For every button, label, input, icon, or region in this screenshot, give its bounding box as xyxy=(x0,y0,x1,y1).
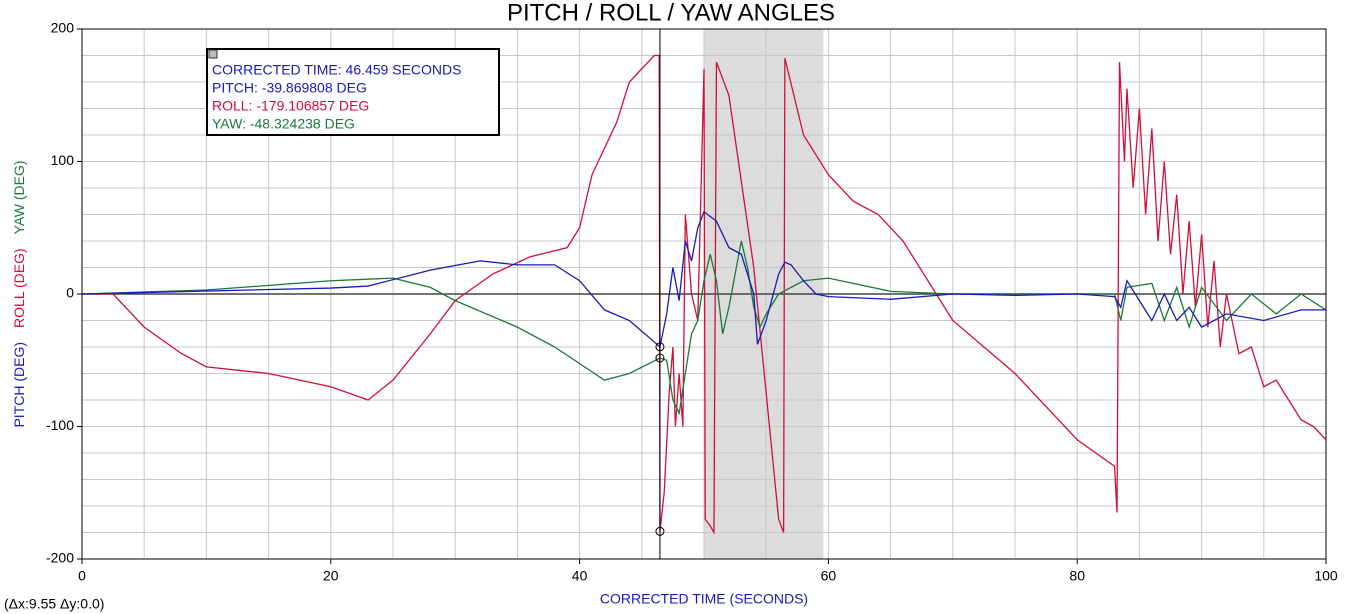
y-axis-label-part: PITCH (DEG) xyxy=(11,342,27,428)
x-tick-label: 40 xyxy=(572,568,588,584)
series-line xyxy=(81,240,1327,416)
x-tick-label: 60 xyxy=(821,568,837,584)
y-axis-label: PITCH (DEG) ROLL (DEG) YAW (DEG) xyxy=(11,160,27,427)
tooltip-line: CORRECTED TIME: 46.459 SECONDS xyxy=(212,62,461,78)
y-axis-label-part: ROLL (DEG) xyxy=(11,248,27,328)
x-tick-label: 20 xyxy=(323,568,339,584)
x-tick-label: 80 xyxy=(1069,568,1085,584)
delta-label: (Δx:9.55 Δy:0.0) xyxy=(4,596,104,612)
tooltip-line: ROLL: -179.106857 DEG xyxy=(212,98,369,114)
x-tick-label: 100 xyxy=(1314,568,1338,584)
tooltip-line: YAW: -48.324238 DEG xyxy=(212,116,355,132)
y-tick-label: 100 xyxy=(51,152,75,168)
tooltip-box xyxy=(206,48,500,136)
series-line xyxy=(81,210,1326,349)
chart-title: PITCH / ROLL / YAW ANGLES xyxy=(507,0,835,26)
cursor-marker xyxy=(655,353,665,363)
tooltip-line: PITCH: -39.869808 DEG xyxy=(212,80,367,96)
cursor-marker xyxy=(655,526,665,536)
tooltip-close[interactable] xyxy=(208,49,218,59)
y-axis-label-part: YAW (DEG) xyxy=(11,160,27,234)
y-tick-label: -200 xyxy=(46,550,74,566)
y-tick-label: 200 xyxy=(51,20,75,36)
cursor-marker xyxy=(655,342,665,352)
series-line xyxy=(82,54,1327,535)
x-tick-label: 0 xyxy=(78,568,86,584)
y-tick-label: -100 xyxy=(46,417,74,433)
x-axis-label: CORRECTED TIME (SECONDS) xyxy=(600,591,808,607)
y-tick-label: 0 xyxy=(66,285,74,301)
